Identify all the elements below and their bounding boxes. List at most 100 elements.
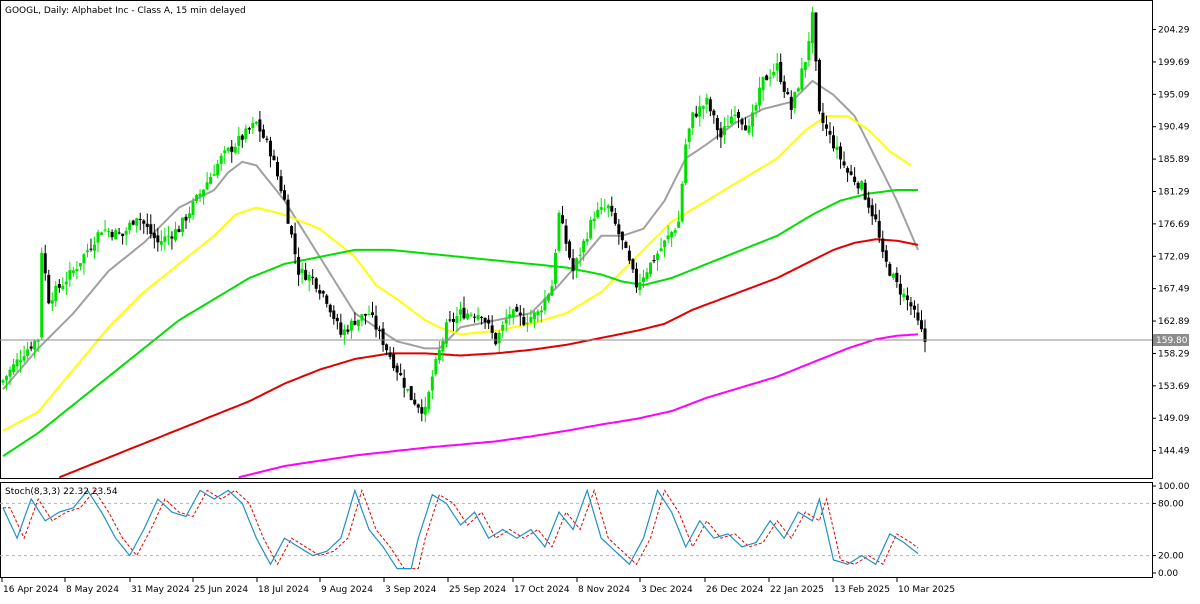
candle-body bbox=[691, 112, 695, 128]
candle-body bbox=[110, 231, 114, 238]
candle-body bbox=[100, 232, 104, 235]
candle-body bbox=[406, 388, 410, 391]
candle-body bbox=[698, 106, 702, 117]
candle-body bbox=[188, 213, 192, 219]
candle-body bbox=[180, 217, 184, 233]
candle-body bbox=[423, 406, 427, 415]
candle bbox=[775, 52, 779, 82]
candle bbox=[803, 61, 807, 78]
candle-body bbox=[5, 376, 9, 381]
candle-body bbox=[719, 128, 723, 138]
candle bbox=[360, 313, 364, 327]
candle bbox=[434, 356, 438, 377]
candle-body bbox=[159, 241, 163, 245]
candle bbox=[1, 378, 5, 386]
candle bbox=[68, 261, 72, 287]
candle-body bbox=[508, 314, 512, 318]
candle-body bbox=[328, 304, 332, 313]
candle bbox=[19, 349, 23, 373]
candle bbox=[332, 305, 336, 325]
candle bbox=[406, 388, 410, 393]
candle-body bbox=[832, 135, 836, 149]
price-tick-label: 190.49 bbox=[1158, 123, 1190, 133]
candle-body bbox=[712, 110, 716, 116]
candle-body bbox=[314, 278, 318, 289]
candle-body bbox=[173, 229, 177, 241]
candle-body bbox=[553, 252, 557, 284]
candle bbox=[839, 142, 843, 169]
candle-body bbox=[71, 270, 75, 273]
time-axis: 16 Apr 2024 8 May 2024 31 May 2024 25 Jun 2… bbox=[1, 578, 955, 595]
candle-body bbox=[585, 238, 589, 242]
candle bbox=[378, 325, 382, 340]
candle bbox=[191, 197, 195, 220]
candle bbox=[842, 151, 846, 169]
candle bbox=[5, 375, 9, 391]
candle-body bbox=[673, 230, 677, 233]
candle bbox=[494, 332, 498, 346]
candle bbox=[82, 253, 86, 275]
candle-body bbox=[131, 220, 135, 225]
candle-body bbox=[821, 112, 825, 123]
candle bbox=[402, 369, 406, 398]
candle-body bbox=[290, 226, 294, 235]
time-tick-label: 18 Jul 2024 bbox=[258, 585, 309, 595]
candle-body bbox=[744, 125, 748, 131]
candle bbox=[891, 272, 895, 281]
candle-body bbox=[430, 376, 434, 391]
candle-body bbox=[546, 294, 550, 301]
candle-body bbox=[610, 205, 614, 212]
stoch-title: Stoch(8,3,3) 22.32 23.54 bbox=[5, 487, 118, 497]
candle-body bbox=[107, 231, 111, 233]
candle-body bbox=[177, 229, 181, 233]
candle bbox=[469, 312, 473, 317]
candle-body bbox=[775, 63, 779, 71]
price-tick-label: 172.09 bbox=[1158, 252, 1190, 262]
candle bbox=[409, 385, 413, 401]
candle bbox=[902, 288, 906, 302]
candle bbox=[828, 122, 832, 144]
current-price-badge bbox=[1153, 334, 1189, 346]
candle-body bbox=[458, 309, 462, 315]
candle-body bbox=[842, 161, 846, 166]
candle-body bbox=[789, 96, 793, 110]
candle-body bbox=[627, 250, 631, 261]
moving-average-line-2 bbox=[2, 115, 912, 432]
candle-body bbox=[722, 126, 726, 136]
candle bbox=[173, 221, 177, 243]
candle-body bbox=[645, 272, 649, 279]
candle-body bbox=[638, 282, 642, 290]
candle-body bbox=[156, 235, 160, 243]
candle-body bbox=[828, 130, 832, 135]
candle-body bbox=[416, 404, 420, 408]
candle bbox=[659, 238, 663, 253]
candle-body bbox=[919, 320, 923, 330]
candle-body bbox=[895, 272, 899, 283]
candle bbox=[413, 392, 417, 406]
current-price-label: 159.80 bbox=[1156, 336, 1188, 346]
candle-body bbox=[286, 199, 290, 224]
candle-body bbox=[592, 218, 596, 222]
candle bbox=[427, 390, 431, 414]
candle-body bbox=[378, 330, 382, 332]
candle bbox=[877, 209, 881, 243]
candle-body bbox=[754, 105, 758, 111]
candle bbox=[212, 164, 216, 177]
candle bbox=[240, 134, 244, 148]
candle-body bbox=[89, 248, 93, 250]
candle-body bbox=[772, 71, 776, 76]
candle bbox=[202, 188, 206, 205]
candle bbox=[237, 127, 241, 155]
candle bbox=[458, 301, 462, 322]
candle bbox=[47, 269, 51, 305]
candle-body bbox=[85, 250, 89, 253]
candle bbox=[539, 305, 543, 323]
candle bbox=[698, 95, 702, 127]
time-tick-label: 10 Mar 2025 bbox=[898, 585, 955, 595]
candle bbox=[715, 115, 719, 140]
candle bbox=[283, 184, 287, 201]
candle-body bbox=[575, 258, 579, 270]
candle-body bbox=[870, 205, 874, 217]
candle-body bbox=[50, 300, 54, 304]
candle bbox=[448, 310, 452, 323]
